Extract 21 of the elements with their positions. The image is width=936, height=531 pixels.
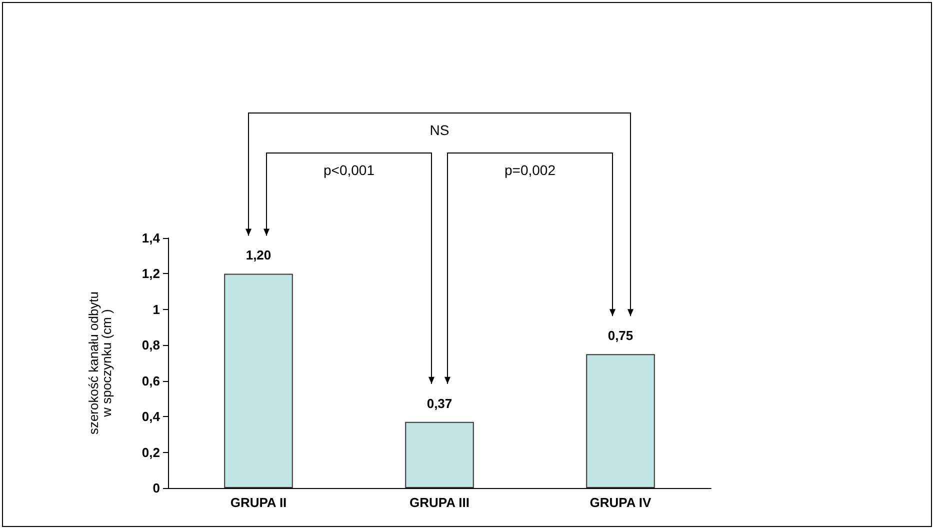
text: p<0,001 <box>324 162 375 178</box>
data-label: 1,20 <box>246 248 272 263</box>
x-tick-label: GRUPA III <box>410 495 470 510</box>
y-tick-label: 1,4 <box>142 230 161 246</box>
y-tick-label: 0,8 <box>142 338 160 353</box>
x-tick-label: GRUPA IV <box>590 495 652 510</box>
bar <box>405 422 474 488</box>
y-tick-label: 0 <box>152 480 160 496</box>
data-label: 0,75 <box>608 328 634 344</box>
y-tick-label: 0,6 <box>142 373 160 388</box>
y-tick-label: 1,2 <box>142 266 160 282</box>
text: NS <box>430 122 450 138</box>
y-tick-label: 0,2 <box>142 444 160 460</box>
data-label: 0,37 <box>426 396 452 411</box>
x-tick-label: GRUPA II <box>230 495 287 510</box>
bar <box>586 354 655 488</box>
y-axis-title: szerokość kanału odbytu w spoczynku (cm ) <box>86 291 114 435</box>
y-tick-label: 1 <box>152 302 160 317</box>
y-tick-label: 0,4 <box>142 409 161 424</box>
bar <box>224 274 293 488</box>
text: p=0,002 <box>504 162 556 178</box>
